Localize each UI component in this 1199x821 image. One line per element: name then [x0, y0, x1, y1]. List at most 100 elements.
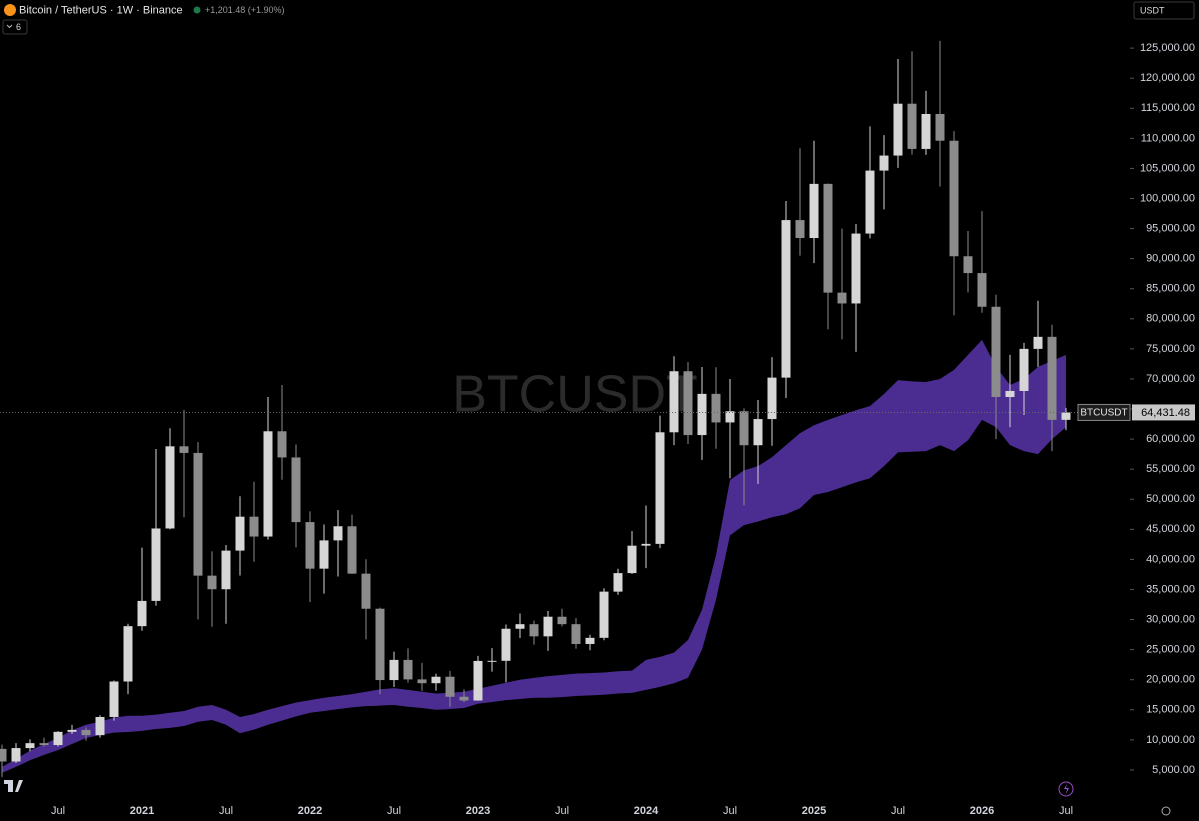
candle-body [739, 411, 749, 446]
candle-body [473, 660, 483, 701]
candle-body [949, 140, 959, 257]
candle-body [263, 431, 273, 537]
candle-body [291, 457, 301, 523]
x-tick-label: Jul [1059, 805, 1073, 817]
candle-body [529, 624, 539, 637]
candle-body [893, 103, 903, 156]
y-tick-label: 10,000.00 [1146, 734, 1195, 746]
candle-body [53, 731, 63, 746]
y-tick-label: 110,000.00 [1141, 132, 1195, 144]
y-tick-label: 115,000.00 [1141, 102, 1195, 114]
logo[interactable] [4, 780, 23, 792]
candle-body [571, 624, 581, 644]
x-tick-label: 2021 [130, 805, 154, 817]
candle-body [767, 377, 777, 420]
y-tick-label: 75,000.00 [1146, 343, 1195, 355]
candle-body [431, 676, 441, 684]
alert-bolt [1064, 784, 1069, 794]
candle-body [1005, 390, 1015, 397]
x-tick-label: 2024 [634, 805, 659, 817]
y-tick-label: 5,000.00 [1152, 764, 1195, 776]
chevron-icon [6, 24, 13, 29]
candle-body [333, 526, 343, 541]
y-tick-label: 50,000.00 [1146, 493, 1195, 505]
candle-body [963, 256, 973, 274]
currency-label[interactable]: USDT [1140, 5, 1165, 15]
candle-body [865, 170, 875, 234]
watermark: BTCUSDT [452, 366, 698, 424]
candle-body [193, 452, 203, 576]
candle-body [935, 113, 945, 141]
y-tick-label: 95,000.00 [1146, 222, 1195, 234]
x-tick-label: 2022 [298, 805, 322, 817]
x-tick-label: Jul [723, 805, 737, 817]
y-tick-label: 100,000.00 [1140, 192, 1195, 204]
symbol-icon[interactable] [4, 4, 16, 16]
x-tick-label: Jul [555, 805, 569, 817]
indicator-count[interactable]: 6 [16, 22, 21, 32]
y-tick-label: 80,000.00 [1146, 313, 1195, 325]
x-tick-label: 2026 [970, 805, 994, 817]
candle-body [81, 729, 91, 736]
x-tick-label: Jul [387, 805, 401, 817]
x-tick-label: 2025 [802, 805, 826, 817]
y-tick-label: 70,000.00 [1146, 373, 1195, 385]
candle-body [837, 292, 847, 304]
candle-body [179, 446, 189, 453]
y-tick-label: 45,000.00 [1146, 523, 1195, 535]
plot-area [0, 40, 1128, 778]
candle-body [347, 526, 357, 574]
candle-body [655, 432, 665, 544]
candle-body [809, 183, 819, 239]
candle-body [669, 371, 679, 433]
candle-body [459, 696, 469, 701]
candle-body [1019, 348, 1029, 391]
currency-select[interactable] [1133, 1, 1195, 20]
candle-body [879, 155, 889, 171]
candle-body [557, 616, 567, 625]
last-price-value: 64,431.48 [1141, 407, 1190, 419]
last-price-symbol: BTCUSDT [1080, 408, 1127, 419]
y-tick-label: 20,000.00 [1146, 674, 1195, 686]
candle-body [683, 371, 693, 436]
candle-body [221, 550, 231, 590]
candle-body [305, 522, 315, 569]
candle-body [361, 573, 371, 609]
candle-body [991, 306, 1001, 397]
x-tick-label: Jul [891, 805, 905, 817]
candle-body [711, 393, 721, 423]
symbol-title[interactable]: Bitcoin / TetherUS · 1W · Binance [19, 4, 183, 16]
candle-body [487, 660, 497, 662]
candle-body [207, 575, 217, 590]
candle-body [403, 659, 413, 680]
candle-body [0, 748, 7, 762]
alert-icon[interactable] [1058, 781, 1074, 797]
x-tick-label: 2023 [466, 805, 490, 817]
y-tick-label: 120,000.00 [1140, 72, 1195, 84]
x-tick-label: Jul [219, 805, 233, 817]
y-tick-label: 125,000.00 [1140, 42, 1195, 54]
candle-body [725, 411, 735, 423]
market-status[interactable] [193, 6, 201, 14]
y-tick-label: 105,000.00 [1140, 162, 1195, 174]
candle-body [641, 543, 651, 546]
candle-body [137, 600, 147, 627]
candle-body [697, 393, 707, 436]
candle-body [39, 743, 49, 746]
last-price-symbol-box [1077, 403, 1131, 421]
settings-icon[interactable] [1161, 806, 1171, 816]
candle-body [445, 676, 455, 697]
candle-body [907, 103, 917, 149]
candle-body [753, 419, 763, 446]
candle-body [585, 637, 595, 644]
candle-body [25, 743, 35, 749]
candle-body [151, 528, 161, 601]
candle-body [123, 626, 133, 682]
candle-body [515, 624, 525, 629]
indicators-toggle[interactable] [2, 19, 28, 35]
candle-body [599, 591, 609, 638]
y-tick-label: 30,000.00 [1146, 613, 1195, 625]
candle-body [627, 545, 637, 574]
candle-body [109, 681, 119, 717]
